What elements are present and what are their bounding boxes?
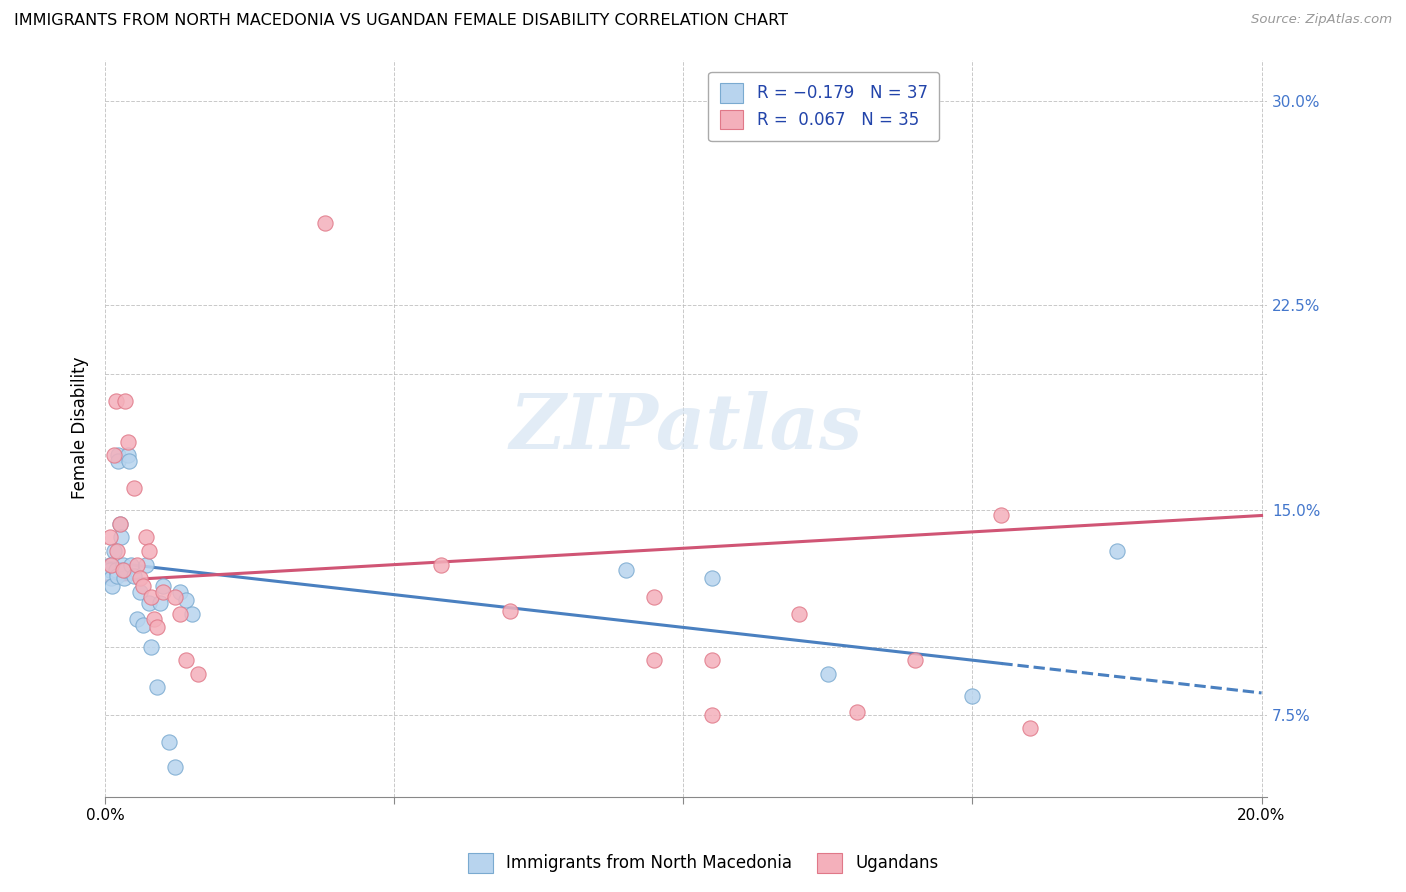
- Point: [103, 544, 125, 558]
- Point: [114, 563, 136, 577]
- Point: [702, 653, 724, 667]
- Point: [904, 653, 927, 667]
- Point: [105, 568, 128, 582]
- Point: [157, 735, 180, 749]
- Point: [169, 585, 191, 599]
- Point: [107, 449, 129, 463]
- Point: [135, 530, 157, 544]
- Point: [187, 666, 209, 681]
- Point: [845, 705, 868, 719]
- Point: [174, 593, 197, 607]
- Point: [643, 653, 665, 667]
- Point: [110, 530, 132, 544]
- Point: [181, 607, 204, 621]
- Point: [101, 579, 124, 593]
- Point: [104, 563, 127, 577]
- Point: [1019, 722, 1042, 736]
- Point: [117, 449, 139, 463]
- Point: [614, 563, 637, 577]
- Point: [152, 579, 174, 593]
- Point: [138, 544, 160, 558]
- Point: [643, 591, 665, 605]
- Point: [314, 216, 336, 230]
- Point: [141, 640, 163, 654]
- Point: [1105, 544, 1128, 558]
- Point: [111, 563, 134, 577]
- Point: [100, 571, 122, 585]
- Point: [141, 591, 163, 605]
- Point: [98, 558, 121, 572]
- Point: [174, 653, 197, 667]
- Point: [702, 707, 724, 722]
- Point: [108, 516, 131, 531]
- Point: [138, 596, 160, 610]
- Point: [163, 591, 186, 605]
- Point: [143, 612, 166, 626]
- Point: [98, 563, 121, 577]
- Point: [111, 558, 134, 572]
- Point: [129, 585, 152, 599]
- Point: [962, 689, 984, 703]
- Point: [163, 759, 186, 773]
- Legend: Immigrants from North Macedonia, Ugandans: Immigrants from North Macedonia, Ugandan…: [461, 847, 945, 880]
- Point: [103, 449, 125, 463]
- Point: [146, 620, 169, 634]
- Point: [499, 604, 522, 618]
- Point: [702, 571, 724, 585]
- Point: [104, 393, 127, 408]
- Point: [98, 530, 121, 544]
- Point: [120, 558, 142, 572]
- Point: [149, 596, 172, 610]
- Point: [118, 454, 141, 468]
- Point: [107, 454, 129, 468]
- Point: [429, 558, 451, 572]
- Point: [817, 666, 839, 681]
- Text: IMMIGRANTS FROM NORTH MACEDONIA VS UGANDAN FEMALE DISABILITY CORRELATION CHART: IMMIGRANTS FROM NORTH MACEDONIA VS UGAND…: [14, 13, 787, 29]
- Point: [152, 585, 174, 599]
- Point: [132, 617, 155, 632]
- Point: [169, 607, 191, 621]
- Point: [108, 516, 131, 531]
- Point: [105, 544, 128, 558]
- Point: [787, 607, 810, 621]
- Point: [125, 558, 148, 572]
- Point: [129, 571, 152, 585]
- Point: [122, 481, 145, 495]
- Point: [146, 681, 169, 695]
- Point: [125, 612, 148, 626]
- Y-axis label: Female Disability: Female Disability: [72, 357, 89, 500]
- Point: [132, 579, 155, 593]
- Text: ZIPatlas: ZIPatlas: [510, 391, 863, 465]
- Point: [114, 393, 136, 408]
- Legend: R = −0.179   N = 37, R =  0.067   N = 35: R = −0.179 N = 37, R = 0.067 N = 35: [709, 71, 939, 141]
- Point: [117, 434, 139, 449]
- Point: [100, 558, 122, 572]
- Point: [122, 568, 145, 582]
- Text: Source: ZipAtlas.com: Source: ZipAtlas.com: [1251, 13, 1392, 27]
- Point: [135, 558, 157, 572]
- Point: [112, 571, 135, 585]
- Point: [990, 508, 1012, 523]
